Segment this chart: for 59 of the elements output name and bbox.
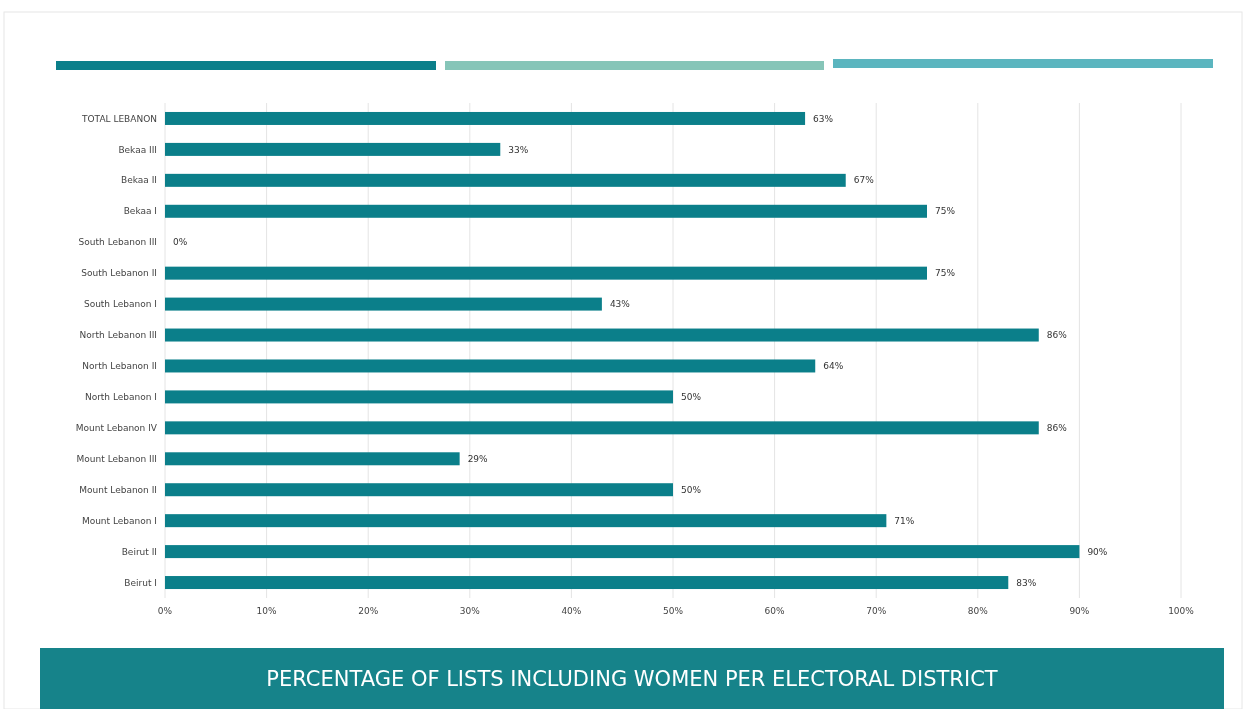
bar	[165, 514, 887, 528]
x-tick-label: 0%	[157, 606, 173, 616]
y-tick-label: South Lebanon I	[83, 299, 157, 310]
y-tick-label: Bekaa III	[118, 144, 157, 155]
data-label: 71%	[894, 515, 915, 526]
x-tick-label: 30%	[459, 606, 481, 616]
y-tick-label: South Lebanon II	[81, 268, 157, 279]
data-label: 63%	[813, 113, 834, 124]
y-tick-label: Beirut II	[121, 546, 157, 557]
data-label: 29%	[467, 453, 489, 464]
x-tick-label: 20%	[358, 606, 379, 616]
bar	[165, 545, 1080, 559]
x-tick-label: 70%	[866, 606, 887, 616]
data-label: 86%	[1046, 422, 1068, 433]
data-label: 50%	[681, 392, 702, 403]
y-tick-label: Mount Lebanon III	[76, 453, 157, 464]
data-label: 83%	[1016, 577, 1037, 588]
data-label: 33%	[508, 144, 529, 155]
bar	[165, 390, 673, 404]
bar	[165, 142, 501, 156]
data-label: 50%	[681, 484, 702, 495]
data-label: 43%	[609, 299, 631, 310]
y-tick-label: TOTAL LEBANON	[81, 113, 157, 124]
x-tick-label: 60%	[764, 606, 786, 616]
bar	[165, 452, 460, 466]
data-label: 90%	[1087, 546, 1108, 557]
x-tick-label: 10%	[256, 606, 278, 616]
y-tick-label: Mount Lebanon II	[79, 484, 157, 495]
data-label: 75%	[935, 206, 956, 217]
data-label: 75%	[935, 268, 956, 279]
y-tick-label: Mount Lebanon IV	[75, 422, 158, 433]
bar	[165, 297, 602, 311]
x-tick-label: 90%	[1069, 606, 1090, 616]
bar	[165, 328, 1039, 342]
data-label: 64%	[823, 361, 844, 372]
bar	[165, 421, 1039, 435]
x-tick-label: 80%	[967, 606, 989, 616]
y-tick-label: Beirut I	[124, 577, 157, 588]
bar	[165, 111, 806, 125]
bar	[165, 204, 927, 218]
y-tick-label: Mount Lebanon I	[81, 515, 157, 526]
text: PERCENTAGE OF LISTS INCLUDING WOMEN PER ELECTORAL DISTRICT	[266, 667, 998, 691]
y-tick-label: Bekaa I	[123, 206, 157, 217]
bar	[165, 576, 1009, 590]
bar	[165, 359, 816, 373]
bar	[165, 173, 846, 187]
y-tick-label: North Lebanon II	[82, 361, 157, 372]
x-tick-label: 50%	[662, 606, 684, 616]
bar	[165, 483, 673, 497]
y-tick-label: Bekaa II	[121, 175, 157, 186]
y-tick-label: North Lebanon I	[84, 392, 157, 403]
x-tick-label: 40%	[561, 606, 582, 616]
data-label: 86%	[1046, 330, 1068, 341]
data-label: 0%	[173, 237, 188, 248]
y-tick-label: South Lebanon III	[78, 237, 157, 248]
bar	[165, 266, 927, 280]
y-tick-label: North Lebanon III	[79, 330, 157, 341]
x-tick-label: 100%	[1168, 606, 1195, 616]
data-label: 67%	[853, 175, 875, 186]
